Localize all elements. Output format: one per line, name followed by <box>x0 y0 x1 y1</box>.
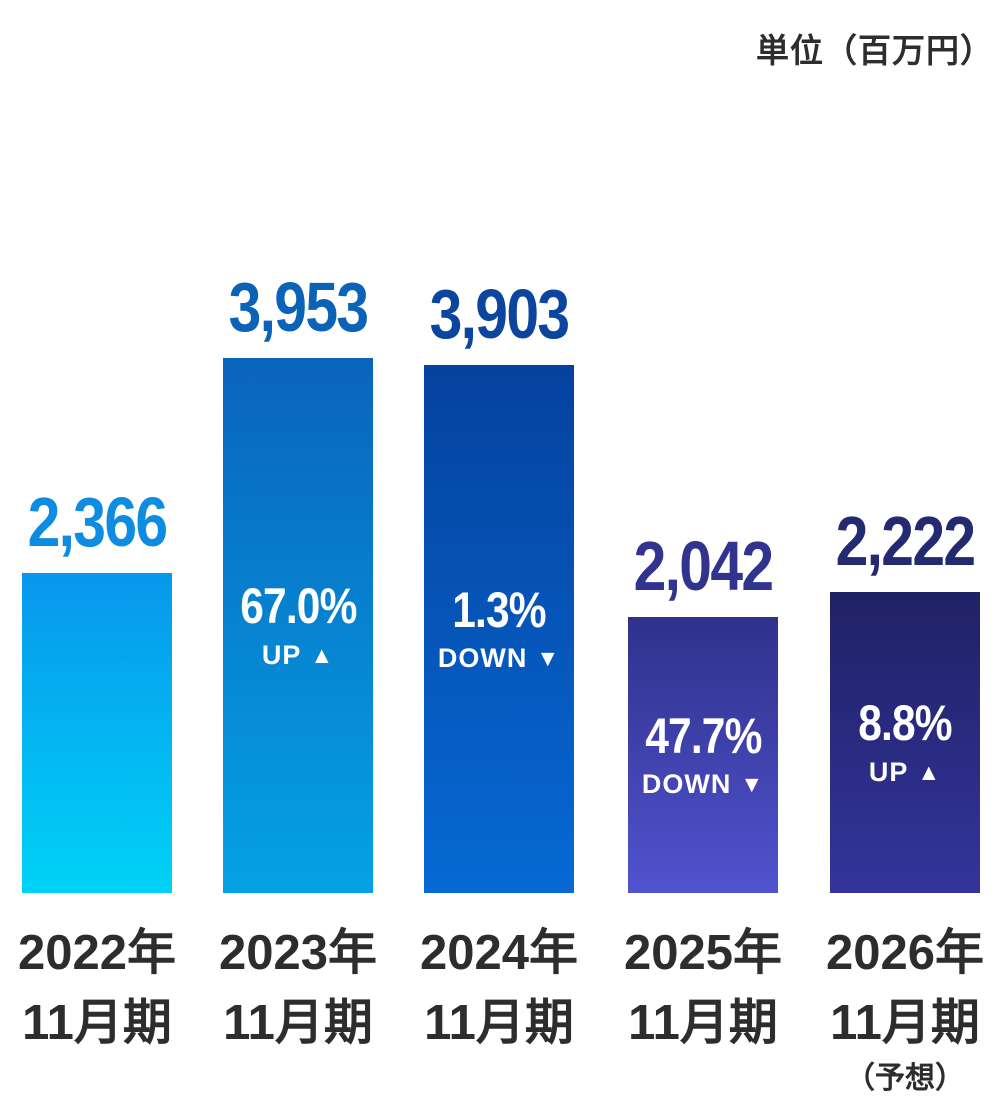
bar-value-label: 3,953 <box>228 268 369 346</box>
change-block: 8.8% UP ▲ <box>850 697 960 788</box>
bar-column-2025: 2,042 47.7% DOWN ▼ 2025年 11月期 <box>624 0 782 1100</box>
unit-label: 単位（百万円） <box>756 32 994 69</box>
category-label-2023: 2023年 11月期 <box>193 918 403 1062</box>
category-year: 2026年 <box>825 926 984 980</box>
change-direction-text: UP <box>868 756 909 787</box>
bar-value-label: 2,366 <box>27 483 168 561</box>
change-direction-text: DOWN <box>437 643 528 674</box>
change-block: 47.7% DOWN ▼ <box>635 710 772 801</box>
category-label-2025: 2025年 11月期 <box>598 918 808 1062</box>
up-arrow-icon: ▲ <box>917 758 942 785</box>
category-year: 2025年 <box>623 926 782 980</box>
change-percent: 67.0% <box>239 578 357 635</box>
change-direction: DOWN ▼ <box>642 769 764 800</box>
category-label-2024: 2024年 11月期 <box>394 918 604 1062</box>
change-direction-text: UP <box>261 639 302 670</box>
up-arrow-icon: ▲ <box>310 641 335 668</box>
bar-2025: 47.7% DOWN ▼ <box>628 617 778 893</box>
bar-column-2022: 2,366 2022年 11月期 <box>18 0 176 1100</box>
category-year: 2023年 <box>218 926 377 980</box>
bar-column-2026: 2,222 8.8% UP ▲ 2026年 11月期 （予想） <box>826 0 984 1100</box>
down-arrow-icon: ▼ <box>740 771 765 798</box>
bar-2022 <box>22 573 172 893</box>
change-direction: UP ▲ <box>262 640 334 671</box>
category-period: 11月期 <box>22 996 172 1050</box>
change-direction-text: DOWN <box>641 769 732 800</box>
bar-2024: 1.3% DOWN ▼ <box>424 365 574 893</box>
change-direction: DOWN ▼ <box>438 643 560 674</box>
category-label-2026: 2026年 11月期 （予想） <box>800 918 1000 1096</box>
category-forecast-note: （予想） <box>845 1062 965 1095</box>
category-year: 2024年 <box>419 926 578 980</box>
bar-value-label: 2,222 <box>835 502 976 580</box>
change-percent: 8.8% <box>858 695 952 752</box>
category-period: 11月期 <box>830 996 980 1050</box>
change-block: 1.3% DOWN ▼ <box>438 584 560 675</box>
change-percent: 47.7% <box>644 707 762 764</box>
bar-value-label: 3,903 <box>429 275 570 353</box>
change-block: 67.0% UP ▲ <box>230 580 367 671</box>
bar-2026: 8.8% UP ▲ <box>830 592 980 893</box>
category-year: 2022年 <box>17 926 176 980</box>
category-label-2022: 2022年 11月期 <box>0 918 202 1062</box>
bar-2023: 67.0% UP ▲ <box>223 358 373 893</box>
category-period: 11月期 <box>223 996 373 1050</box>
category-period: 11月期 <box>628 996 778 1050</box>
bar-column-2024: 3,903 1.3% DOWN ▼ 2024年 11月期 <box>420 0 578 1100</box>
bar-value-label: 2,042 <box>633 527 774 605</box>
category-period: 11月期 <box>424 996 574 1050</box>
down-arrow-icon: ▼ <box>536 645 561 672</box>
change-percent: 1.3% <box>452 581 546 638</box>
bar-column-2023: 3,953 67.0% UP ▲ 2023年 11月期 <box>219 0 377 1100</box>
change-direction: UP ▲ <box>869 757 941 788</box>
